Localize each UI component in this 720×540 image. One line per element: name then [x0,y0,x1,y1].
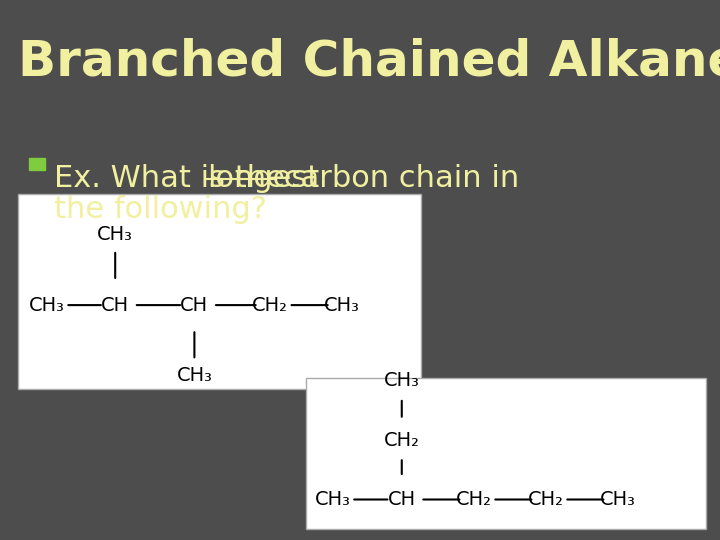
Text: Ex. What is the: Ex. What is the [54,164,294,193]
Text: the following?: the following? [54,195,267,225]
Text: CH₂: CH₂ [528,490,564,509]
Text: CH₃: CH₃ [315,490,351,509]
Text: CH₃: CH₃ [600,490,636,509]
FancyBboxPatch shape [18,194,421,389]
Text: CH₂: CH₂ [384,430,420,450]
Text: CH₃: CH₃ [384,371,420,390]
Text: CH₃: CH₃ [29,295,65,315]
Text: carbon chain in: carbon chain in [274,164,520,193]
Text: CH: CH [101,295,130,315]
Text: CH₂: CH₂ [456,490,492,509]
Text: Branched Chained Alkanes: Branched Chained Alkanes [18,38,720,86]
FancyBboxPatch shape [306,378,706,529]
Text: CH₂: CH₂ [252,295,288,315]
Text: CH₃: CH₃ [176,366,212,385]
Text: CH₃: CH₃ [97,225,133,245]
Text: CH: CH [180,295,209,315]
Text: CH₃: CH₃ [324,295,360,315]
Bar [29,158,45,170]
Text: CH: CH [387,490,416,509]
Text: longest: longest [207,164,320,193]
